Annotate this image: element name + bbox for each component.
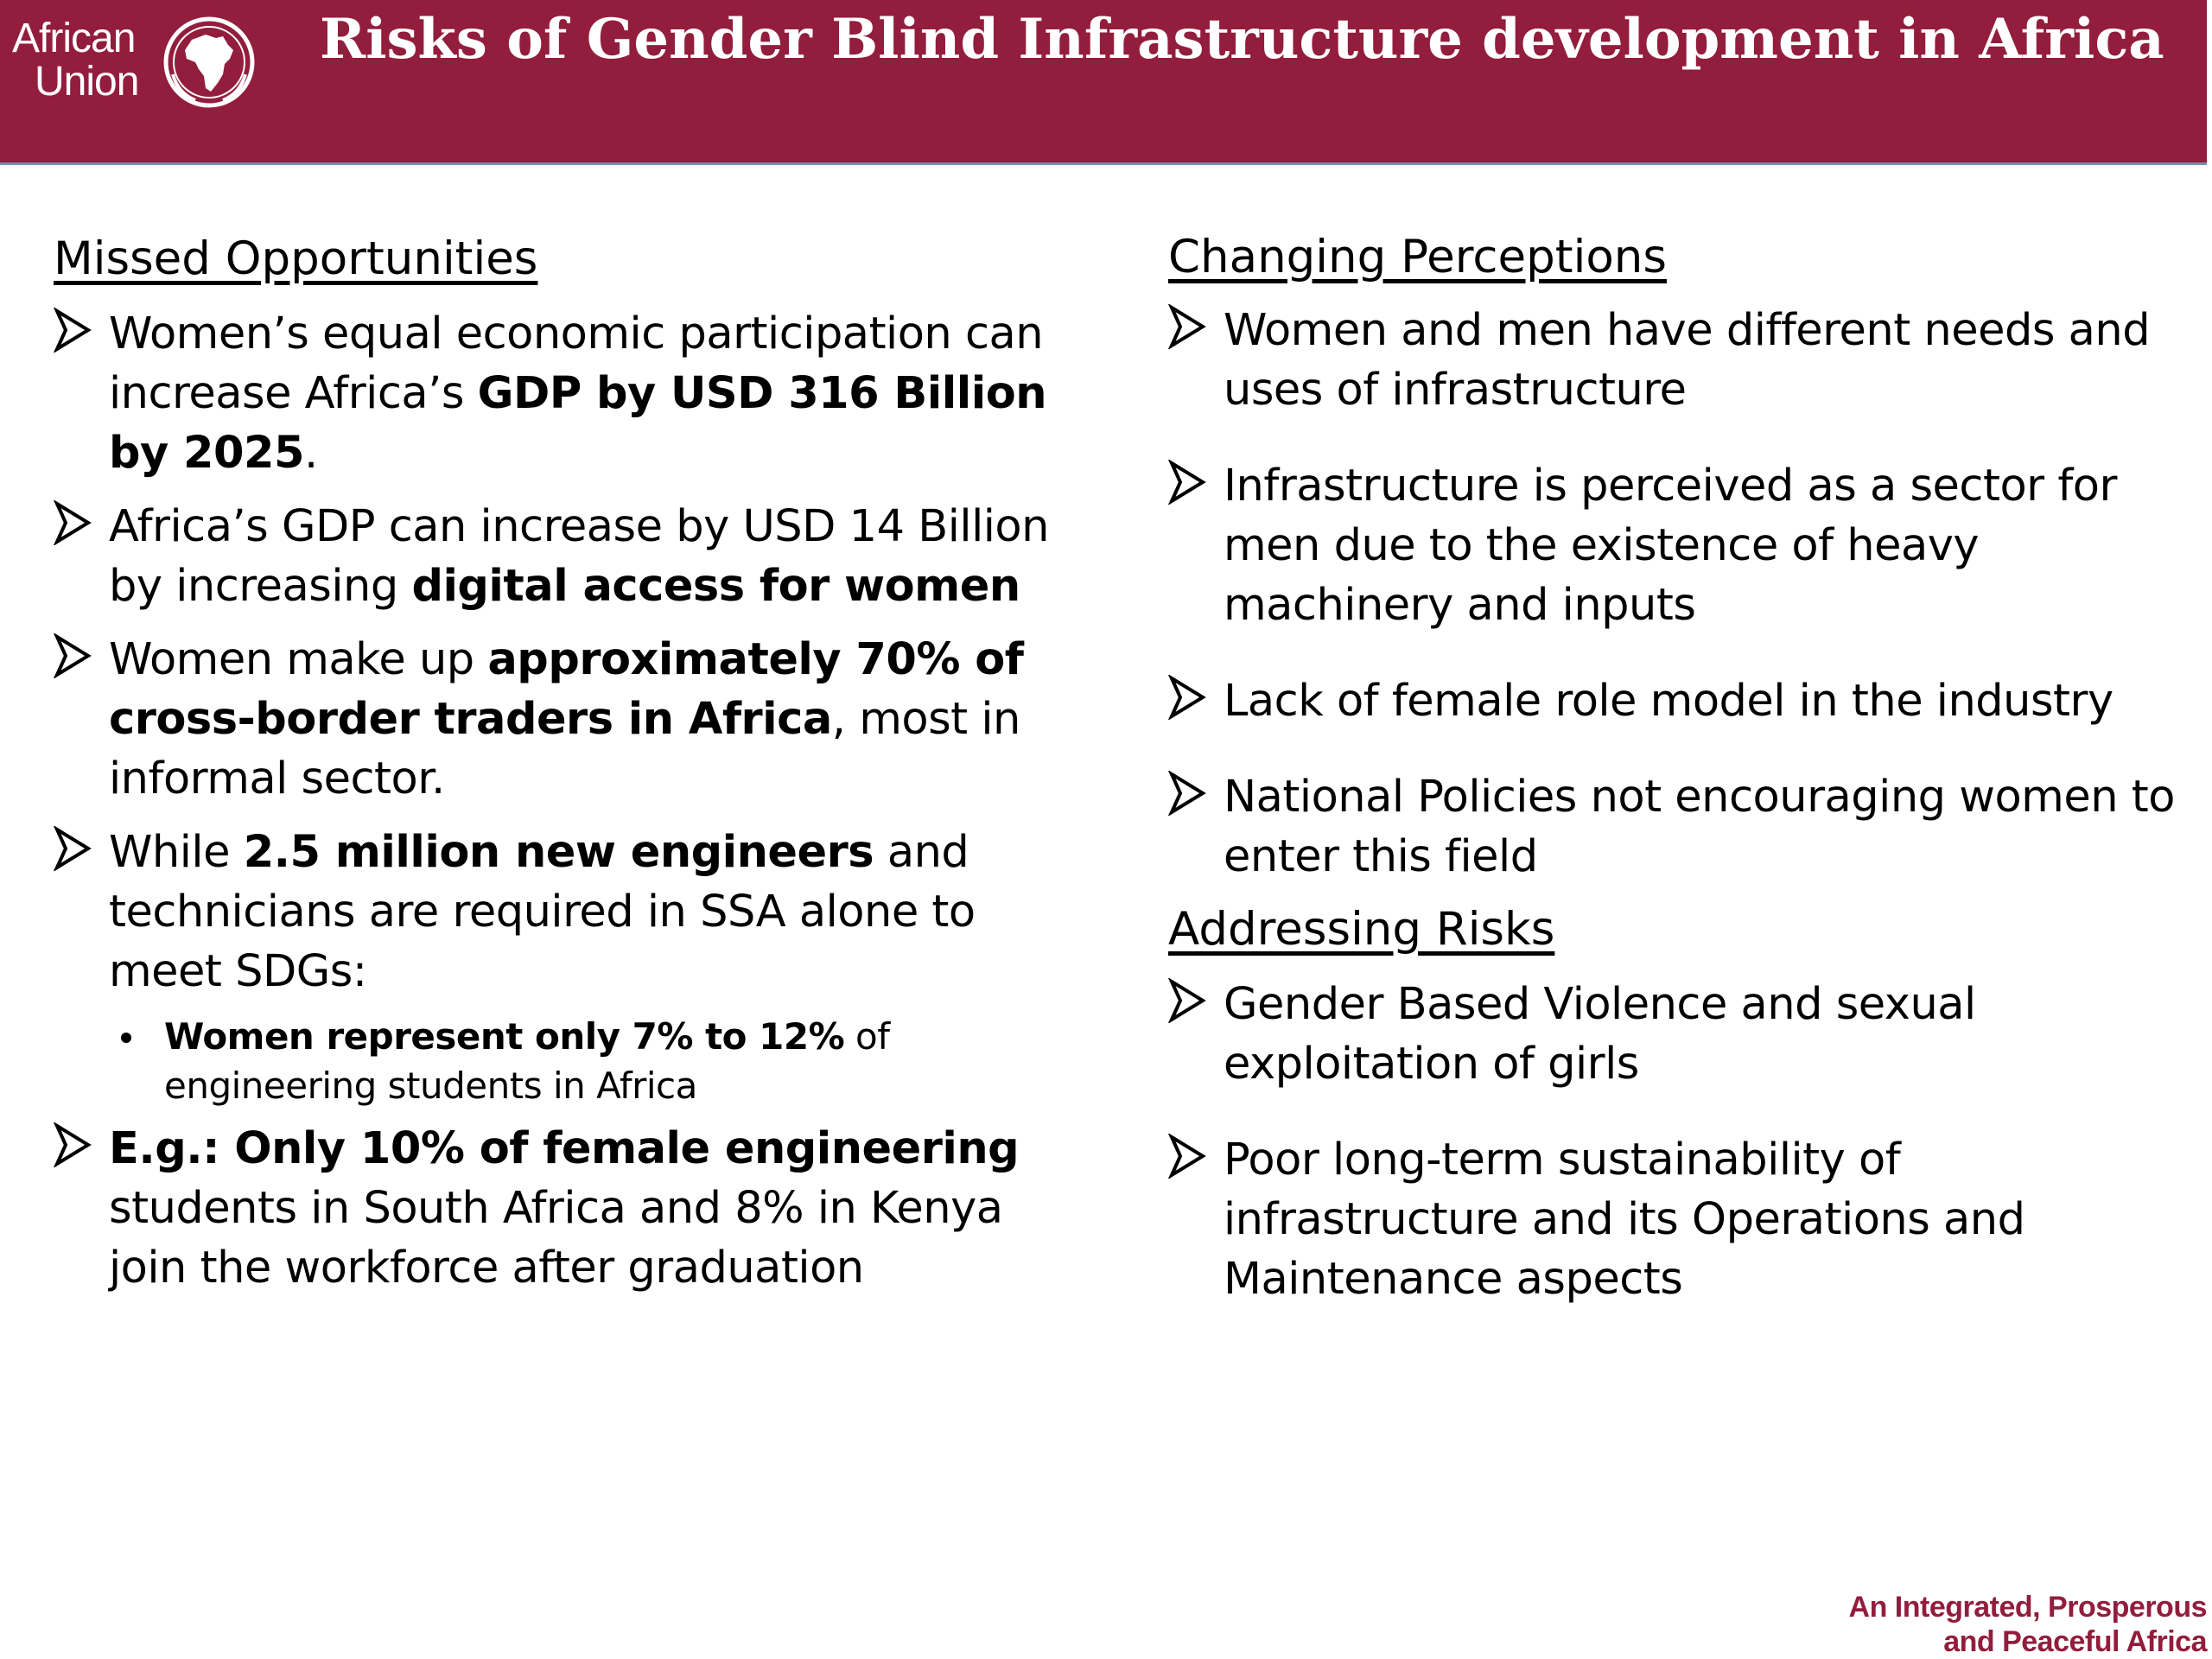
logo-text-line1: African <box>12 16 136 61</box>
list-item: Gender Based Violence and sexual exploit… <box>1168 975 2196 1094</box>
arrow-bullet-icon <box>54 500 92 545</box>
item-text: Women make up <box>109 634 488 685</box>
item-text: . <box>303 428 318 479</box>
item-text: National Policies not encouraging women … <box>1224 772 2175 882</box>
item-text-bold: 2.5 million new engineers <box>243 827 874 878</box>
arrow-bullet-icon <box>1168 675 1206 720</box>
item-text: Infrastructure is perceived as a sector … <box>1224 461 2117 631</box>
item-text-bold: digital access for women <box>411 561 1020 612</box>
tagline-line1: An Integrated, Prosperous <box>1848 1591 2208 1624</box>
item-text: While <box>109 827 244 878</box>
bullet-dot-icon <box>121 1033 131 1043</box>
list-item: Lack of female role model in the industr… <box>1168 671 2196 731</box>
arrow-bullet-icon <box>54 826 92 871</box>
list-item: Poor long-term sustainability of infrast… <box>1168 1130 2196 1309</box>
list-item: Infrastructure is perceived as a sector … <box>1168 456 2196 635</box>
header-bar: African Union Risks of Gender Blind Infr… <box>0 0 2207 165</box>
list-item: Women’s equal economic participation can… <box>54 304 1090 483</box>
item-text-bold: GDP by USD 316 Billion by 2025 <box>109 368 1047 479</box>
addressing-risks-list: Gender Based Violence and sexual exploit… <box>1168 975 2196 1309</box>
list-item: Women make up approximately 70% of cross… <box>54 630 1090 809</box>
african-union-logo: African Union <box>12 14 263 109</box>
item-text: Women’s equal economic participation can… <box>109 308 1044 419</box>
list-item: While 2.5 million new engineers and tech… <box>54 823 1090 1110</box>
arrow-bullet-icon <box>1168 304 1206 349</box>
item-text: Gender Based Violence and sexual exploit… <box>1224 979 1976 1090</box>
arrow-bullet-icon <box>54 308 92 353</box>
arrow-bullet-icon <box>1168 460 1206 505</box>
right-column: Changing Perceptions Women and men have … <box>1168 230 2196 1309</box>
sub-list: Women represent only 7% to 12% of engine… <box>109 1012 1090 1110</box>
item-text: and technicians are required in SSA alon… <box>109 827 976 997</box>
list-item: E.g.: Only 10% of female engineering stu… <box>54 1119 1090 1298</box>
africa-globe-icon <box>163 16 255 108</box>
item-text: Poor long-term sustainability of infrast… <box>1224 1135 2025 1305</box>
sub-list-item: Women represent only 7% to 12% of engine… <box>109 1012 1090 1110</box>
arrow-bullet-icon <box>1168 771 1206 816</box>
footer-tagline: An Integrated, Prosperous and Peaceful A… <box>1848 1590 2208 1659</box>
sub-item-text-bold: Women represent only 7% to 12% <box>164 1015 845 1058</box>
section-heading-changing-perceptions: Changing Perceptions <box>1168 231 1667 283</box>
section-heading-addressing-risks: Addressing Risks <box>1168 903 1555 956</box>
list-item: Africa’s GDP can increase by USD 14 Bill… <box>54 497 1090 616</box>
arrow-bullet-icon <box>54 1122 92 1167</box>
item-text: Lack of female role model in the industr… <box>1224 676 2113 727</box>
list-item: National Policies not encouraging women … <box>1168 767 2196 887</box>
sub-item-text: of engineering students in Africa <box>164 1015 890 1107</box>
section-heading-missed-opportunities: Missed Opportunities <box>54 232 538 285</box>
item-text-bold: approximately 70% of cross-border trader… <box>109 634 1024 745</box>
item-text: , most in informal sector. <box>109 694 1020 804</box>
logo-text: African Union <box>12 16 139 105</box>
item-text-bold: E.g.: Only 10% of female engineering <box>109 1123 1020 1174</box>
item-text: students in South Africa and 8% in Kenya… <box>109 1183 1003 1294</box>
item-text: Africa’s GDP can increase by USD 14 Bill… <box>109 501 1049 612</box>
arrow-bullet-icon <box>1168 1134 1206 1179</box>
tagline-line2: and Peaceful Africa <box>1943 1625 2207 1658</box>
page-title: Risks of Gender Blind Infrastructure dev… <box>320 7 2164 72</box>
list-item: Women and men have different needs and u… <box>1168 301 2196 420</box>
item-text: Women and men have different needs and u… <box>1224 305 2151 416</box>
logo-text-line2: Union <box>35 59 139 105</box>
left-column: Missed Opportunities Women’s equal econo… <box>54 232 1090 1298</box>
arrow-bullet-icon <box>1168 978 1206 1023</box>
arrow-bullet-icon <box>54 633 92 678</box>
changing-perceptions-list: Women and men have different needs and u… <box>1168 301 2196 887</box>
missed-opportunities-list: Women’s equal economic participation can… <box>54 304 1090 1298</box>
